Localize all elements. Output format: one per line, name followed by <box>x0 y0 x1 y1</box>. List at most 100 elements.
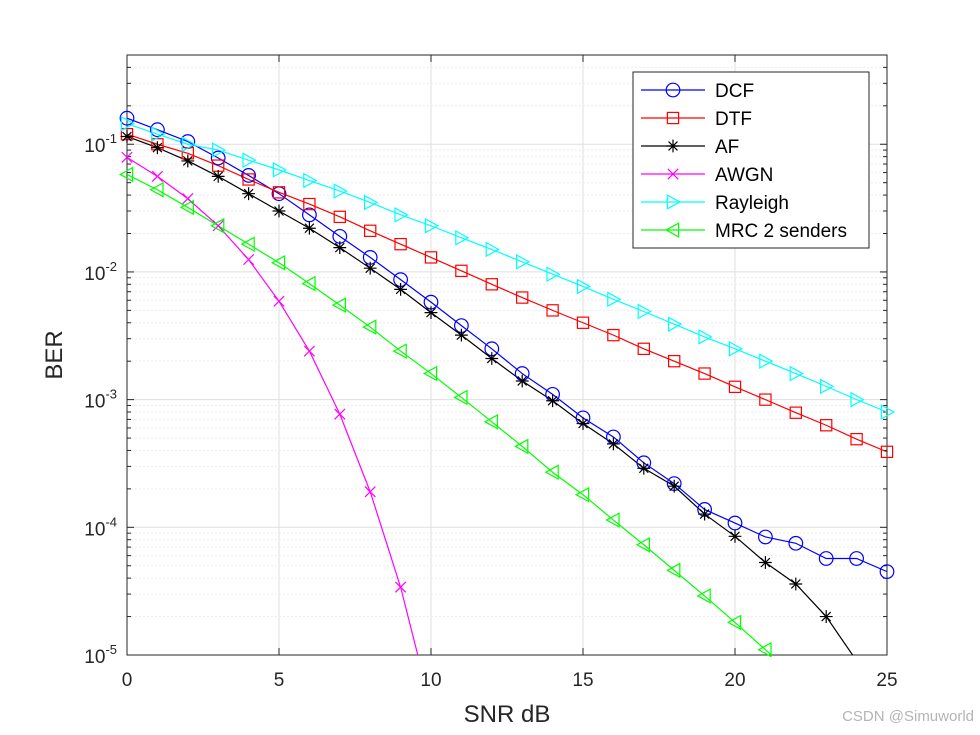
data-point-mrc-2-senders <box>514 438 529 455</box>
series-line-mrc-2-senders <box>127 173 773 655</box>
data-point-rayleigh <box>576 278 592 295</box>
data-point-dtf <box>515 291 529 304</box>
y-tick-exponent: -5 <box>105 642 117 657</box>
legend-marker-rayleigh <box>666 194 682 210</box>
data-point-awgn <box>151 170 164 183</box>
legend-marker-dtf <box>666 111 680 125</box>
data-point-rayleigh <box>667 316 683 332</box>
data-point-af <box>303 221 316 235</box>
y-tick-label: 10-5 <box>84 642 117 668</box>
data-point-rayleigh <box>515 254 531 270</box>
data-point-af <box>728 529 742 543</box>
data-point-mrc-2-senders <box>149 181 164 198</box>
data-point-af <box>607 437 620 451</box>
data-point-awgn <box>334 408 346 420</box>
y-tick-exponent: -4 <box>105 514 117 529</box>
data-point-mrc-2-senders <box>210 217 225 234</box>
data-point-dcf <box>727 515 743 531</box>
data-point-dtf <box>303 197 316 211</box>
data-point-awgn <box>303 345 316 357</box>
data-point-dcf <box>849 551 864 566</box>
data-point-dtf <box>394 237 407 251</box>
data-point-rayleigh <box>637 303 652 320</box>
data-point-rayleigh <box>455 230 470 246</box>
legend-label-dcf: DCF <box>715 81 754 102</box>
y-tick-base: 10 <box>84 519 105 540</box>
data-point-rayleigh <box>728 340 744 357</box>
data-point-dtf <box>637 342 651 356</box>
data-point-af <box>667 479 681 493</box>
data-point-af <box>424 306 438 320</box>
data-point-mrc-2-senders <box>301 275 316 292</box>
data-point-rayleigh <box>242 152 257 169</box>
data-point-awgn <box>273 295 285 307</box>
data-point-awgn <box>121 151 133 163</box>
x-tick-label: 10 <box>420 670 441 691</box>
legend-label-rayleigh: Rayleigh <box>715 193 789 214</box>
data-point-dcf <box>302 207 317 223</box>
y-tick-exponent: -2 <box>105 259 117 274</box>
data-point-af <box>211 170 225 183</box>
data-point-rayleigh <box>850 391 865 408</box>
data-point-mrc-2-senders <box>118 166 134 183</box>
y-tick-exponent: -1 <box>105 131 117 146</box>
data-point-dtf <box>759 393 772 406</box>
data-point-mrc-2-senders <box>240 236 255 252</box>
data-point-rayleigh <box>272 162 288 178</box>
data-point-dtf <box>880 445 894 459</box>
data-point-af <box>789 577 803 591</box>
data-point-af <box>576 417 590 430</box>
legend-marker-af <box>666 139 680 153</box>
data-point-mrc-2-senders <box>666 562 681 579</box>
y-tick-base: 10 <box>84 647 105 668</box>
data-point-af <box>759 556 772 569</box>
data-point-rayleigh <box>607 291 622 308</box>
data-point-af <box>455 328 468 342</box>
data-point-af <box>120 130 134 143</box>
data-point-af <box>333 241 347 255</box>
data-point-dtf <box>333 210 347 224</box>
y-tick-label: 10-1 <box>84 131 117 157</box>
data-point-mrc-2-senders <box>179 199 194 216</box>
y-tick-label: 10-2 <box>84 259 117 285</box>
data-point-rayleigh <box>364 194 379 211</box>
data-point-af <box>698 507 711 521</box>
data-point-rayleigh <box>789 365 804 382</box>
data-point-dcf <box>788 535 804 551</box>
data-point-rayleigh <box>151 126 166 142</box>
data-point-rayleigh <box>181 136 196 153</box>
data-point-dtf <box>546 304 559 317</box>
data-point-rayleigh <box>303 172 318 189</box>
data-point-rayleigh <box>819 378 835 395</box>
y-tick-label: 10-4 <box>84 514 117 540</box>
x-tick-label: 15 <box>572 670 593 691</box>
data-point-af <box>181 154 195 168</box>
data-point-dcf <box>241 168 257 183</box>
data-point-rayleigh <box>546 266 561 283</box>
legend-label-mrc-2-senders: MRC 2 senders <box>715 221 847 242</box>
legend-label-awgn: AWGN <box>715 165 773 186</box>
data-point-dcf <box>149 122 165 138</box>
legend-marker-mrc-2-senders <box>664 222 680 238</box>
data-point-rayleigh <box>424 217 440 234</box>
data-point-dtf <box>607 328 620 342</box>
data-point-rayleigh <box>698 329 713 345</box>
data-point-af <box>515 374 529 388</box>
data-point-rayleigh <box>880 404 896 420</box>
legend-label-dtf: DTF <box>715 109 752 130</box>
data-point-af <box>151 141 164 155</box>
data-point-dcf <box>758 529 773 545</box>
legend-label-af: AF <box>715 137 739 158</box>
data-point-af <box>394 282 407 296</box>
data-point-rayleigh <box>759 353 774 370</box>
data-point-rayleigh <box>333 183 348 199</box>
x-tick-label: 0 <box>122 670 133 691</box>
marker-group <box>118 110 896 658</box>
x-tick-label: 5 <box>274 670 285 691</box>
data-point-mrc-2-senders <box>757 641 772 658</box>
data-point-awgn <box>364 486 376 498</box>
data-point-af <box>272 204 286 218</box>
data-point-mrc-2-senders <box>605 512 620 528</box>
data-point-dtf <box>789 406 803 419</box>
